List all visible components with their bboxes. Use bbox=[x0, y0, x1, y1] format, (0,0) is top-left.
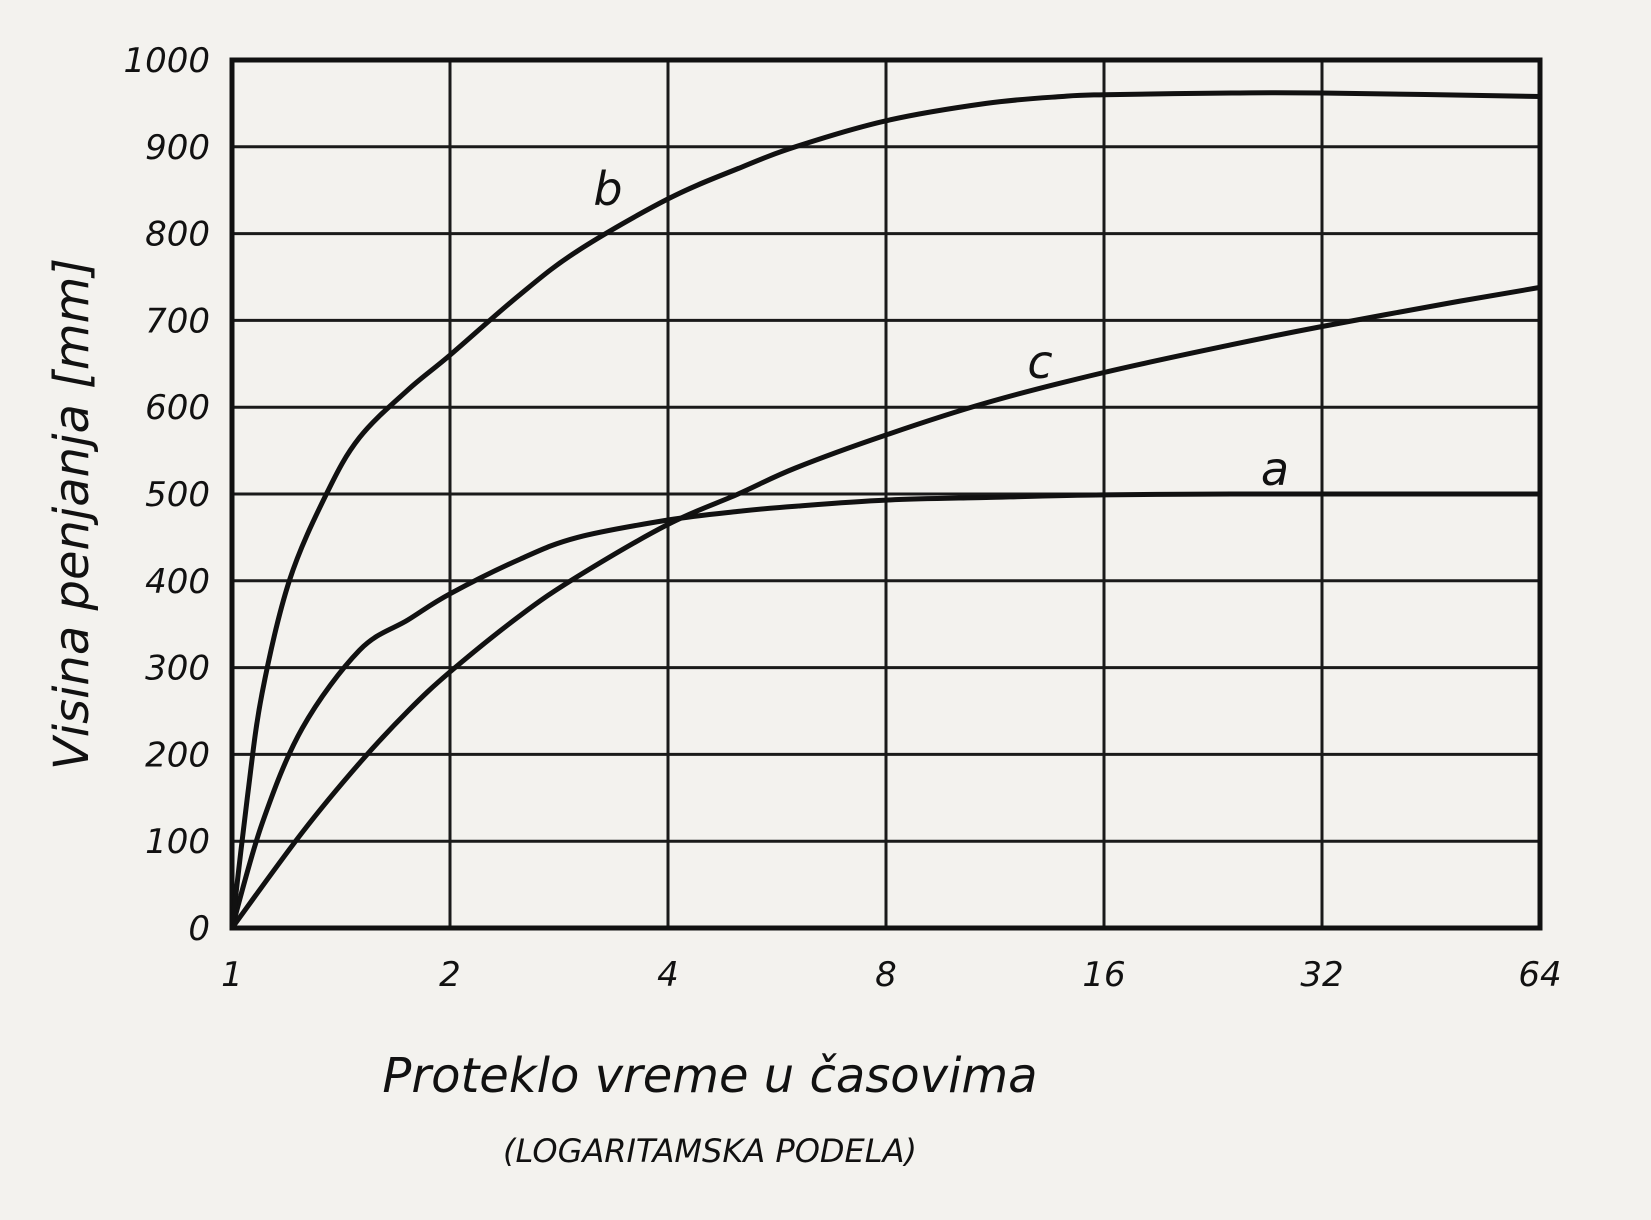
y-tick-label: 500 bbox=[145, 475, 210, 515]
series-line-b bbox=[229, 90, 1543, 931]
series-label-b: b bbox=[593, 162, 622, 216]
x-axis-sublabel: (LOGARITAMSKA PODELA) bbox=[503, 1132, 917, 1170]
y-tick-label: 700 bbox=[145, 301, 210, 341]
y-tick-labels: 0 100 200 300 400 500 600 700 800 900 1000 bbox=[123, 41, 210, 949]
x-tick-labels: 1 2 4 8 16 32 64 bbox=[221, 955, 1561, 995]
series-line-a bbox=[229, 491, 1543, 931]
y-tick-label: 300 bbox=[145, 649, 210, 689]
x-tick-label: 8 bbox=[875, 955, 897, 995]
curve-labels: a b c bbox=[593, 162, 1289, 496]
x-tick-label: 64 bbox=[1518, 955, 1561, 995]
series-line-c bbox=[229, 284, 1543, 931]
y-tick-label: 600 bbox=[145, 388, 210, 428]
x-tick-label: 4 bbox=[657, 955, 679, 995]
y-tick-label: 200 bbox=[145, 735, 210, 775]
y-tick-label: 0 bbox=[188, 909, 210, 949]
y-tick-label: 900 bbox=[145, 128, 210, 168]
x-tick-label: 2 bbox=[439, 955, 461, 995]
x-tick-label: 32 bbox=[1300, 955, 1343, 995]
series-label-a: a bbox=[1261, 442, 1289, 496]
y-tick-label: 800 bbox=[145, 215, 210, 255]
y-tick-label: 1000 bbox=[123, 41, 210, 81]
x-tick-label: 16 bbox=[1082, 955, 1125, 995]
y-axis-label: Visina penjanja [mm] bbox=[44, 258, 100, 770]
y-tick-label: 100 bbox=[145, 822, 210, 862]
series-group bbox=[229, 90, 1543, 931]
x-axis-label: Proteklo vreme u časovima bbox=[382, 1048, 1037, 1104]
y-tick-label: 400 bbox=[145, 562, 210, 602]
series-label-c: c bbox=[1027, 335, 1052, 389]
x-tick-label: 1 bbox=[221, 955, 243, 995]
